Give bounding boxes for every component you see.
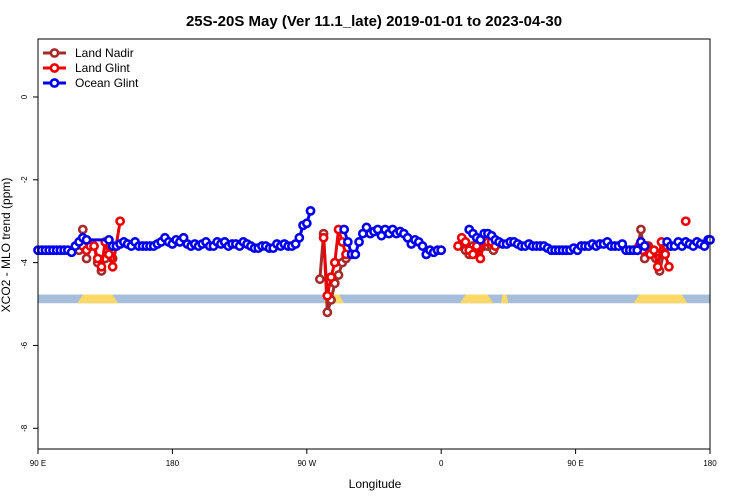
x-tick-label: 90 E <box>30 459 46 468</box>
data-point-land-glint <box>652 261 663 272</box>
data-point-land-glint <box>107 261 118 272</box>
x-tick-label: 0 <box>439 459 444 468</box>
data-point-ocean-glint <box>81 234 92 245</box>
data-point-land-nadir <box>333 270 344 280</box>
data-point-land-glint <box>104 249 114 260</box>
data-point-ocean-glint <box>301 218 312 229</box>
y-tick-label: -2 <box>20 176 29 184</box>
land-band <box>633 294 688 304</box>
x-tick-label: 90 W <box>297 459 316 468</box>
legend-marker-ocean-glint <box>49 78 60 88</box>
land-band <box>459 294 494 304</box>
data-point-ocean-glint <box>294 232 305 243</box>
x-tick-label: 180 <box>166 459 180 468</box>
data-point-land-glint <box>660 249 671 260</box>
data-point-land-nadir <box>636 224 646 235</box>
y-tick-label: -4 <box>20 259 29 267</box>
legend-label-land-glint: Land Glint <box>75 61 130 75</box>
y-axis: 0 -2 -4 -6 -8 <box>20 94 38 432</box>
data-point-land-glint <box>664 261 674 272</box>
data-point-ocean-glint <box>639 241 650 251</box>
data-point-land-glint <box>329 257 340 268</box>
x-axis: 90 E 180 90 W 0 90 E 180 <box>30 449 717 468</box>
y-axis-label: XCO2 - MLO trend (ppm) <box>0 178 13 313</box>
data-point-land-glint <box>92 253 103 264</box>
data-point-land-nadir <box>322 307 333 318</box>
y-tick-label: -8 <box>20 424 29 432</box>
legend-marker-land-glint <box>49 63 60 73</box>
data-point-ocean-glint <box>436 245 447 256</box>
data-point-ocean-glint <box>632 245 643 256</box>
data-point-land-glint <box>89 241 99 251</box>
data-point-land-glint <box>460 237 471 247</box>
data-point-land-glint <box>649 245 659 256</box>
data-point-ocean-glint <box>342 237 353 247</box>
legend-marker-land-nadir <box>49 48 60 58</box>
data-point-ocean-glint <box>417 241 428 251</box>
y-tick-label: -6 <box>20 341 29 349</box>
legend-label-ocean-glint: Ocean Glint <box>75 76 139 90</box>
y-tick-label: 0 <box>20 94 29 99</box>
data-point-land-glint <box>475 253 486 264</box>
data-point-land-nadir <box>81 253 92 264</box>
data-point-land-glint <box>322 290 333 301</box>
legend-label-land-nadir: Land Nadir <box>75 46 134 60</box>
data-point-land-glint <box>326 272 336 283</box>
data-point-ocean-glint <box>350 249 361 260</box>
land-band <box>77 294 119 304</box>
x-tick-label: 180 <box>703 459 717 468</box>
land-band <box>500 294 509 304</box>
data-point-land-nadir <box>77 224 88 235</box>
plot-frame <box>37 38 711 450</box>
data-point-land-glint <box>96 261 107 272</box>
x-axis-label: Longitude <box>349 477 402 491</box>
data-point-land-glint <box>453 241 463 251</box>
data-point-land-glint <box>680 216 691 227</box>
data-point-ocean-glint <box>305 205 316 216</box>
data-point-ocean-glint <box>354 237 364 247</box>
data-point-ocean-glint <box>339 224 350 235</box>
data-point-land-nadir <box>314 274 325 285</box>
ocean-band <box>38 294 710 304</box>
data-point-land-glint <box>318 232 329 243</box>
data-point-land-glint <box>468 249 478 260</box>
x-tick-label: 90 E <box>567 459 583 468</box>
data-point-land-glint <box>115 216 126 227</box>
chart-title: 25S-20S May (Ver 11.1_late) 2019-01-01 t… <box>186 13 562 30</box>
land-ocean-mask <box>38 294 710 304</box>
series-layer <box>33 205 715 318</box>
